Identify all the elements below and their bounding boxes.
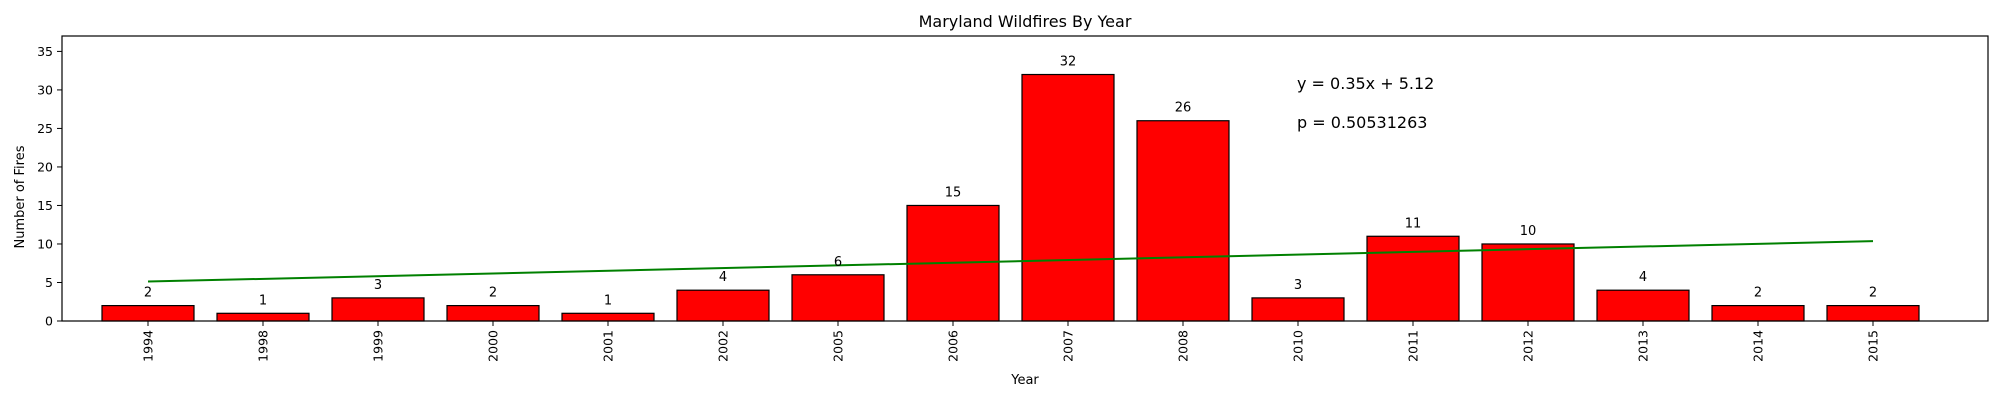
y-tick-label: 15 bbox=[37, 198, 53, 213]
p-value-annotation: p = 0.50531263 bbox=[1297, 113, 1427, 132]
x-tick-label-2015: 2015 bbox=[1866, 330, 1881, 362]
data-label-2012: 10 bbox=[1520, 224, 1537, 239]
y-axis-label: Number of Fires bbox=[13, 145, 28, 248]
bar-1999 bbox=[331, 297, 425, 322]
data-label-2001: 1 bbox=[604, 293, 612, 308]
data-label-2014: 2 bbox=[1754, 286, 1762, 301]
y-tick-label: 30 bbox=[37, 82, 53, 97]
data-label-2007: 32 bbox=[1060, 55, 1077, 70]
bar-2011 bbox=[1366, 235, 1460, 322]
data-label-2005: 6 bbox=[834, 255, 842, 270]
data-label-1998: 1 bbox=[259, 293, 267, 308]
x-tick-label-2011: 2011 bbox=[1406, 330, 1421, 362]
data-label-2000: 2 bbox=[489, 286, 497, 301]
x-tick-label-2001: 2001 bbox=[601, 330, 616, 362]
data-label-2015: 2 bbox=[1869, 286, 1877, 301]
bar-2002 bbox=[676, 289, 770, 322]
y-tick-label: 20 bbox=[37, 159, 53, 174]
x-tick-label-2005: 2005 bbox=[831, 330, 846, 362]
data-label-1994: 2 bbox=[144, 286, 152, 301]
bar-2001 bbox=[561, 312, 655, 322]
x-tick-label-2008: 2008 bbox=[1176, 330, 1191, 362]
trendline-equation-annotation: y = 0.35x + 5.12 bbox=[1297, 74, 1434, 93]
data-label-2006: 15 bbox=[945, 185, 962, 200]
x-axis-label: Year bbox=[1010, 373, 1039, 388]
x-tick-label-2012: 2012 bbox=[1521, 330, 1536, 362]
x-tick-label-1998: 1998 bbox=[256, 330, 271, 362]
x-tick-label-2006: 2006 bbox=[946, 330, 961, 362]
bar-2008 bbox=[1136, 120, 1230, 322]
x-tick-label-2002: 2002 bbox=[716, 330, 731, 362]
x-tick-label-2007: 2007 bbox=[1061, 330, 1076, 362]
data-label-1999: 3 bbox=[374, 278, 382, 293]
x-tick-label-2013: 2013 bbox=[1636, 330, 1651, 362]
trendline bbox=[147, 240, 1874, 283]
data-label-2002: 4 bbox=[719, 270, 727, 285]
data-label-2008: 26 bbox=[1175, 101, 1192, 116]
bar-1998 bbox=[216, 312, 310, 322]
y-tick-label: 35 bbox=[37, 44, 53, 59]
x-tick-label-1999: 1999 bbox=[371, 330, 386, 362]
bar-2005 bbox=[791, 274, 885, 322]
bar-2007 bbox=[1021, 73, 1115, 322]
bar-2014 bbox=[1711, 304, 1805, 322]
y-tick-label: 0 bbox=[45, 314, 53, 329]
y-tick-label: 10 bbox=[37, 236, 53, 251]
data-label-2013: 4 bbox=[1639, 270, 1647, 285]
data-label-2010: 3 bbox=[1294, 278, 1302, 293]
x-tick-label-2000: 2000 bbox=[486, 330, 501, 362]
bar-2013 bbox=[1596, 289, 1690, 322]
bar-2000 bbox=[446, 304, 540, 322]
x-tick-label-1994: 1994 bbox=[141, 330, 156, 362]
bar-2012 bbox=[1481, 243, 1575, 322]
bar-2015 bbox=[1826, 304, 1920, 322]
chart-title: Maryland Wildfires By Year bbox=[919, 12, 1132, 31]
bar-2010 bbox=[1251, 297, 1345, 322]
x-tick-label-2010: 2010 bbox=[1291, 330, 1306, 362]
bar-1994 bbox=[101, 304, 195, 322]
x-tick-label-2014: 2014 bbox=[1751, 330, 1766, 362]
y-tick-label: 5 bbox=[45, 275, 53, 290]
data-label-2011: 11 bbox=[1405, 216, 1422, 231]
plot-frame bbox=[61, 35, 1989, 322]
y-tick-label: 25 bbox=[37, 121, 53, 136]
